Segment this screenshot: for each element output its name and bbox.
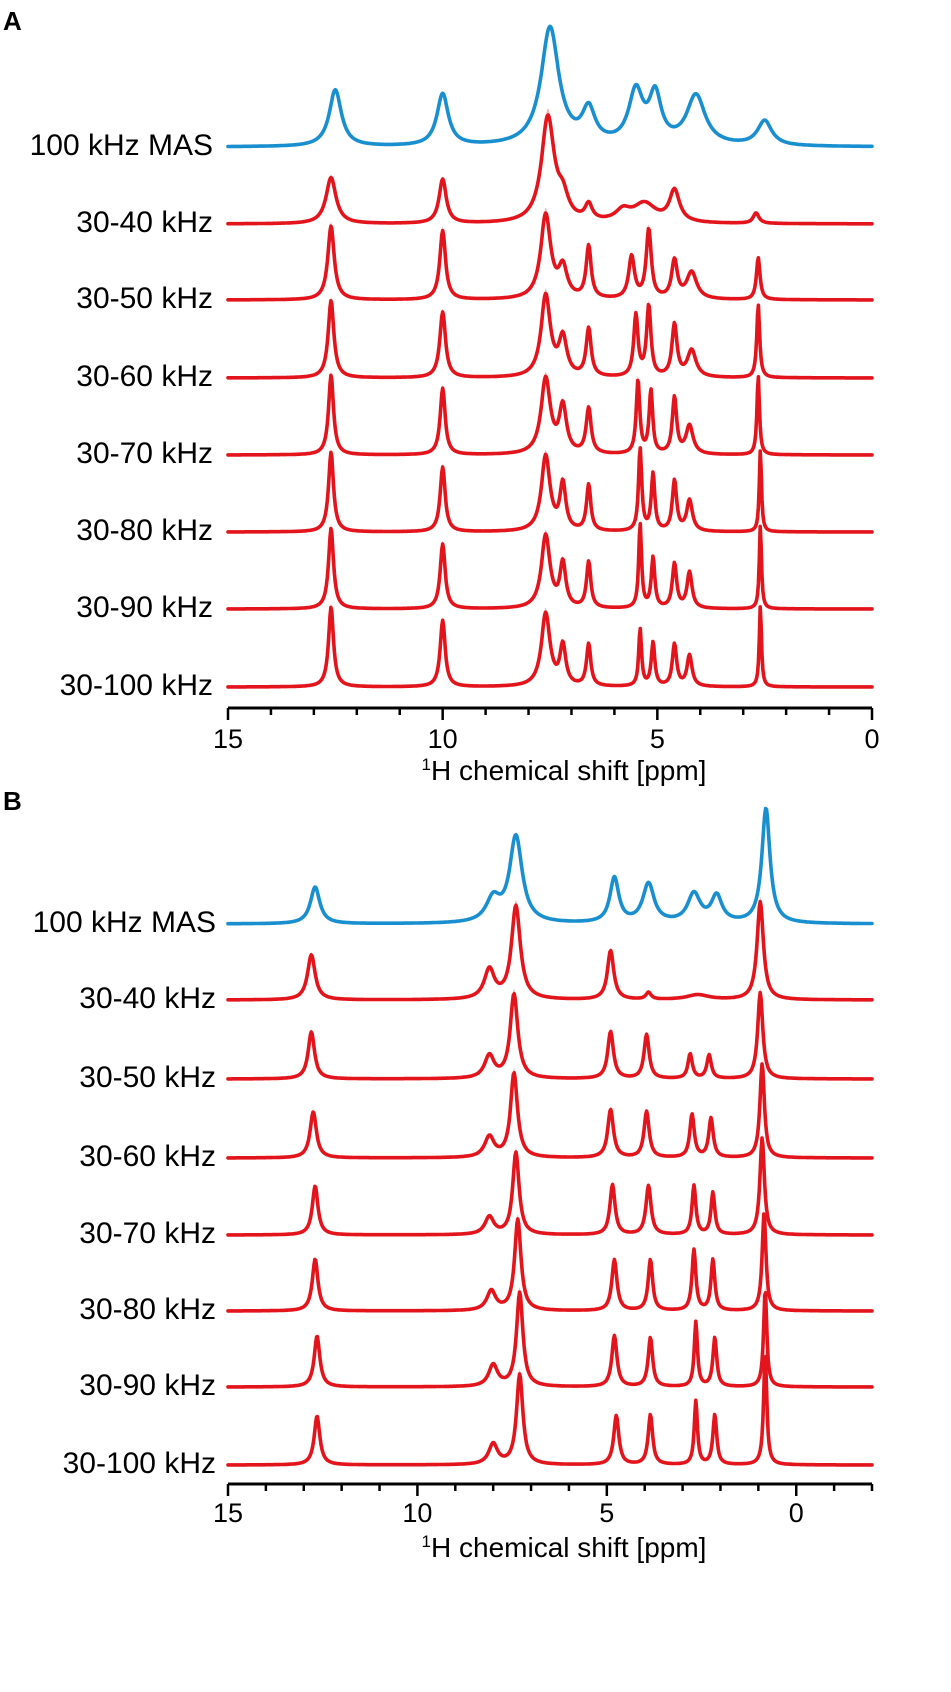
predicted-spectrum-line	[226, 899, 874, 1002]
predicted-spectrum-line	[226, 605, 874, 689]
x-tick-label: 0	[789, 1498, 804, 1528]
panel-letter: B	[3, 786, 22, 816]
x-tick-label: 5	[599, 1498, 614, 1528]
predicted-spectrum-line	[226, 113, 874, 226]
series-label: 30-60 kHz	[79, 1140, 216, 1173]
uncertainty-band	[228, 1208, 872, 1311]
uncertainty-band	[228, 987, 872, 1079]
series-label: 30-80 kHz	[79, 1293, 216, 1326]
x-axis-title: 1H chemical shift [ppm]	[422, 1532, 707, 1563]
series-label: 30-100 kHz	[60, 669, 213, 702]
panel-b: B 100 kHz MAS 30-40 kHz 30-50 kHz 30-60 kHz 3…	[3, 786, 874, 1563]
x-tick-label: 15	[213, 1498, 243, 1528]
series-label: 30-80 kHz	[76, 514, 213, 547]
predicted-spectrum-line	[226, 1354, 874, 1467]
series-label: 30-40 kHz	[76, 206, 213, 239]
predicted-spectrum-line	[226, 990, 874, 1081]
series-label: 30-40 kHz	[79, 982, 216, 1015]
x-tick-label: 10	[402, 1498, 432, 1528]
predicted-spectrum-line	[226, 521, 874, 611]
series-label: 100 kHz MAS	[33, 906, 216, 939]
panel-letter: A	[3, 6, 22, 36]
predicted-spectrum-line	[226, 1136, 874, 1237]
uncertainty-band	[228, 1058, 872, 1158]
series-label: 30-70 kHz	[79, 1217, 216, 1250]
uncertainty-band	[228, 1350, 872, 1465]
predicted-spectrum-line	[226, 1062, 874, 1160]
predicted-spectrum-line	[226, 291, 874, 380]
series-label: 100 kHz MAS	[30, 129, 213, 162]
reference-spectrum-line	[226, 806, 874, 926]
predicted-spectrum-line	[226, 446, 874, 534]
panel-a: A 100 kHz MAS 30-40 kHz 30-50 kHz 30-60 kHz 3…	[3, 6, 880, 786]
series-label: 30-90 kHz	[76, 591, 213, 624]
uncertainty-band	[228, 1286, 872, 1387]
series-label: 30-50 kHz	[79, 1061, 216, 1094]
x-tick-label: 10	[428, 724, 458, 754]
series-label: 30-50 kHz	[76, 282, 213, 315]
reference-spectrum-line	[226, 24, 874, 149]
series-label: 30-100 kHz	[63, 1447, 216, 1480]
x-tick-label: 15	[213, 724, 243, 754]
predicted-spectrum-line	[226, 1290, 874, 1389]
x-tick-label: 0	[864, 724, 879, 754]
predicted-spectrum-line	[226, 211, 874, 302]
x-axis-title: 1H chemical shift [ppm]	[422, 755, 707, 786]
series-label: 30-90 kHz	[79, 1369, 216, 1402]
series-label: 30-60 kHz	[76, 360, 213, 393]
predicted-spectrum-line	[226, 373, 874, 457]
x-tick-label: 5	[650, 724, 665, 754]
series-label: 30-70 kHz	[76, 437, 213, 470]
predicted-spectrum-line	[226, 1212, 874, 1313]
uncertainty-band	[228, 1132, 872, 1235]
